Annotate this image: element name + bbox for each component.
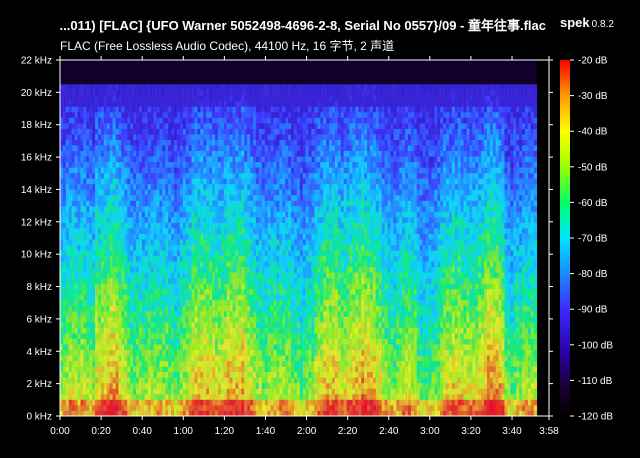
app-name: spek <box>560 15 590 30</box>
file-title: ...011) [FLAC] {UFO Warner 5052498-4696-… <box>60 18 546 33</box>
stream-info: FLAC (Free Lossless Audio Codec), 44100 … <box>60 39 395 53</box>
app-label: spek 0.8.2 <box>560 15 614 30</box>
spectrogram-area <box>60 60 549 417</box>
app-version: 0.8.2 <box>591 19 614 30</box>
